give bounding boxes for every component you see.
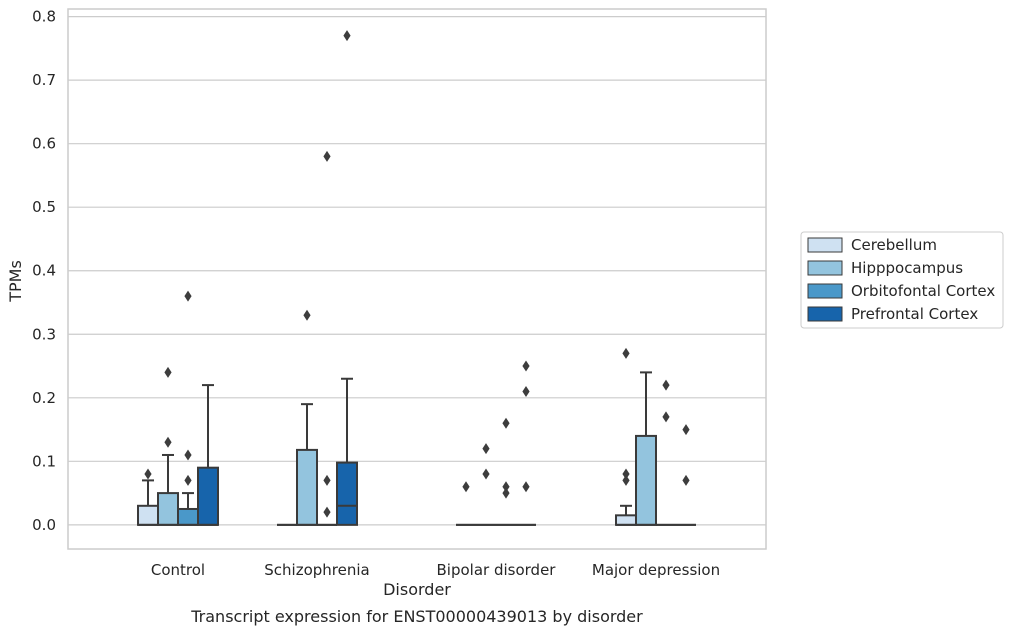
box-body [177, 507, 199, 526]
outlier-point [184, 290, 192, 302]
y-tick-label: 0.1 [32, 452, 56, 470]
outlier-point [622, 474, 630, 486]
box-group [177, 492, 199, 526]
outlier-point [522, 385, 530, 397]
plot-area-frame [67, 8, 767, 550]
legend-frame [800, 231, 1004, 329]
legend-swatch [807, 260, 843, 276]
outlier-point [343, 30, 351, 42]
chart-caption: Transcript expression for ENST0000043901… [190, 607, 643, 626]
outlier-point [622, 347, 630, 359]
outlier-point [303, 309, 311, 321]
y-axis-ticks: 0.0 0.1 0.2 0.3 0.4 0.5 0.6 0.7 0.8 [32, 8, 56, 534]
outlier-point [462, 481, 470, 493]
outlier-point [184, 449, 192, 461]
box-body [615, 514, 637, 526]
x-axis-ticks: Control Schizophrenia Bipolar disorder Majo… [151, 561, 720, 579]
box-group [197, 384, 219, 526]
outlier-point [144, 468, 152, 480]
outlier-point [482, 468, 490, 480]
legend-label: Hipppocampus [851, 259, 963, 277]
outlier-point [522, 481, 530, 493]
box-body [635, 434, 657, 526]
outlier-point [502, 487, 510, 499]
x-axis-title: Disorder [383, 580, 451, 599]
y-tick-label: 0.6 [32, 135, 56, 153]
x-tick-label: Control [151, 561, 205, 579]
legend-label: Orbitofontal Cortex [851, 282, 995, 300]
outlier-point [323, 150, 331, 162]
box-group [615, 504, 637, 526]
box-group [336, 377, 358, 526]
outlier-point [522, 360, 530, 372]
boxes [137, 371, 696, 526]
legend-swatch [807, 283, 843, 299]
box-body [197, 466, 219, 526]
y-tick-label: 0.4 [32, 262, 56, 280]
x-tick-label: Schizophrenia [264, 561, 369, 579]
box-group [157, 453, 179, 526]
outlier-point [323, 506, 331, 518]
outlier-point [164, 436, 172, 448]
outlier-point [682, 474, 690, 486]
legend: Cerebellum Hipppocampus Orbitofontal Corte… [800, 231, 1004, 329]
y-tick-label: 0.7 [32, 71, 56, 89]
outlier-point [482, 443, 490, 455]
outlier-point [622, 468, 630, 480]
y-axis-title: TPMs [6, 260, 25, 303]
legend-swatch [807, 306, 843, 322]
box-group [296, 403, 318, 526]
y-tick-label: 0.5 [32, 198, 56, 216]
legend-swatch [807, 237, 843, 253]
outlier-point [662, 379, 670, 391]
box-group [137, 479, 159, 526]
outlier-point [502, 481, 510, 493]
x-tick-label: Major depression [592, 561, 720, 579]
y-tick-label: 0.8 [32, 8, 56, 26]
y-tick-label: 0.3 [32, 325, 56, 343]
legend-label: Cerebellum [851, 236, 937, 254]
outliers [144, 30, 690, 518]
box-body [336, 461, 358, 526]
legend-label: Prefrontal Cortex [851, 305, 978, 323]
outlier-point [682, 424, 690, 436]
outlier-point [184, 474, 192, 486]
box-body [296, 448, 318, 526]
outlier-point [323, 474, 331, 486]
x-tick-label: Bipolar disorder [437, 561, 557, 579]
outlier-point [502, 417, 510, 429]
grid-lines [68, 16, 766, 526]
y-tick-label: 0.2 [32, 389, 56, 407]
outlier-point [662, 411, 670, 423]
box-body [137, 504, 159, 526]
box-body [157, 492, 179, 526]
box-group [635, 371, 657, 526]
outlier-point [164, 366, 172, 378]
y-tick-label: 0.0 [32, 516, 56, 534]
